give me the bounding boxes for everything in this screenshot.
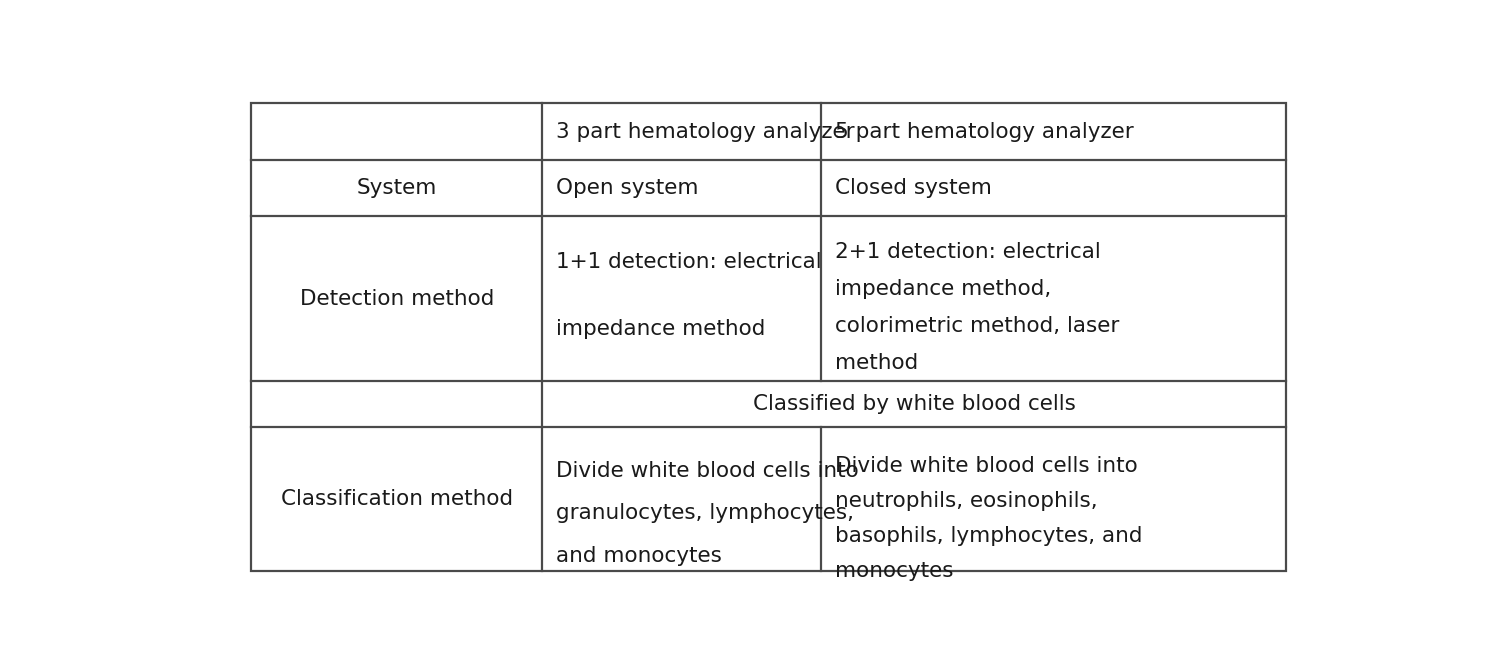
Text: basophils, lymphocytes, and: basophils, lymphocytes, and	[836, 526, 1143, 546]
Text: Classified by white blood cells: Classified by white blood cells	[753, 394, 1076, 414]
Text: impedance method: impedance method	[556, 319, 765, 339]
Text: method: method	[836, 353, 918, 373]
Text: impedance method,: impedance method,	[836, 279, 1052, 299]
Text: Divide white blood cells into: Divide white blood cells into	[836, 456, 1138, 476]
Text: 1+1 detection: electrical: 1+1 detection: electrical	[556, 253, 822, 273]
Text: 5 part hematology analyzer: 5 part hematology analyzer	[836, 122, 1134, 142]
Text: and monocytes: and monocytes	[556, 546, 722, 566]
Bar	[252, 104, 1286, 571]
Text: Open system: Open system	[556, 178, 699, 198]
Text: System: System	[357, 178, 436, 198]
Text: granulocytes, lymphocytes,: granulocytes, lymphocytes,	[556, 504, 854, 524]
Text: colorimetric method, laser: colorimetric method, laser	[836, 316, 1119, 336]
Text: Classification method: Classification method	[280, 490, 513, 510]
Text: 2+1 detection: electrical: 2+1 detection: electrical	[836, 242, 1101, 262]
Text: neutrophils, eosinophils,: neutrophils, eosinophils,	[836, 490, 1098, 510]
Text: monocytes: monocytes	[836, 560, 954, 580]
Text: 3 part hematology analyzer: 3 part hematology analyzer	[556, 122, 855, 142]
Text: Closed system: Closed system	[836, 178, 992, 198]
Text: Detection method: Detection method	[300, 289, 494, 309]
Text: Divide white blood cells into: Divide white blood cells into	[556, 461, 860, 481]
